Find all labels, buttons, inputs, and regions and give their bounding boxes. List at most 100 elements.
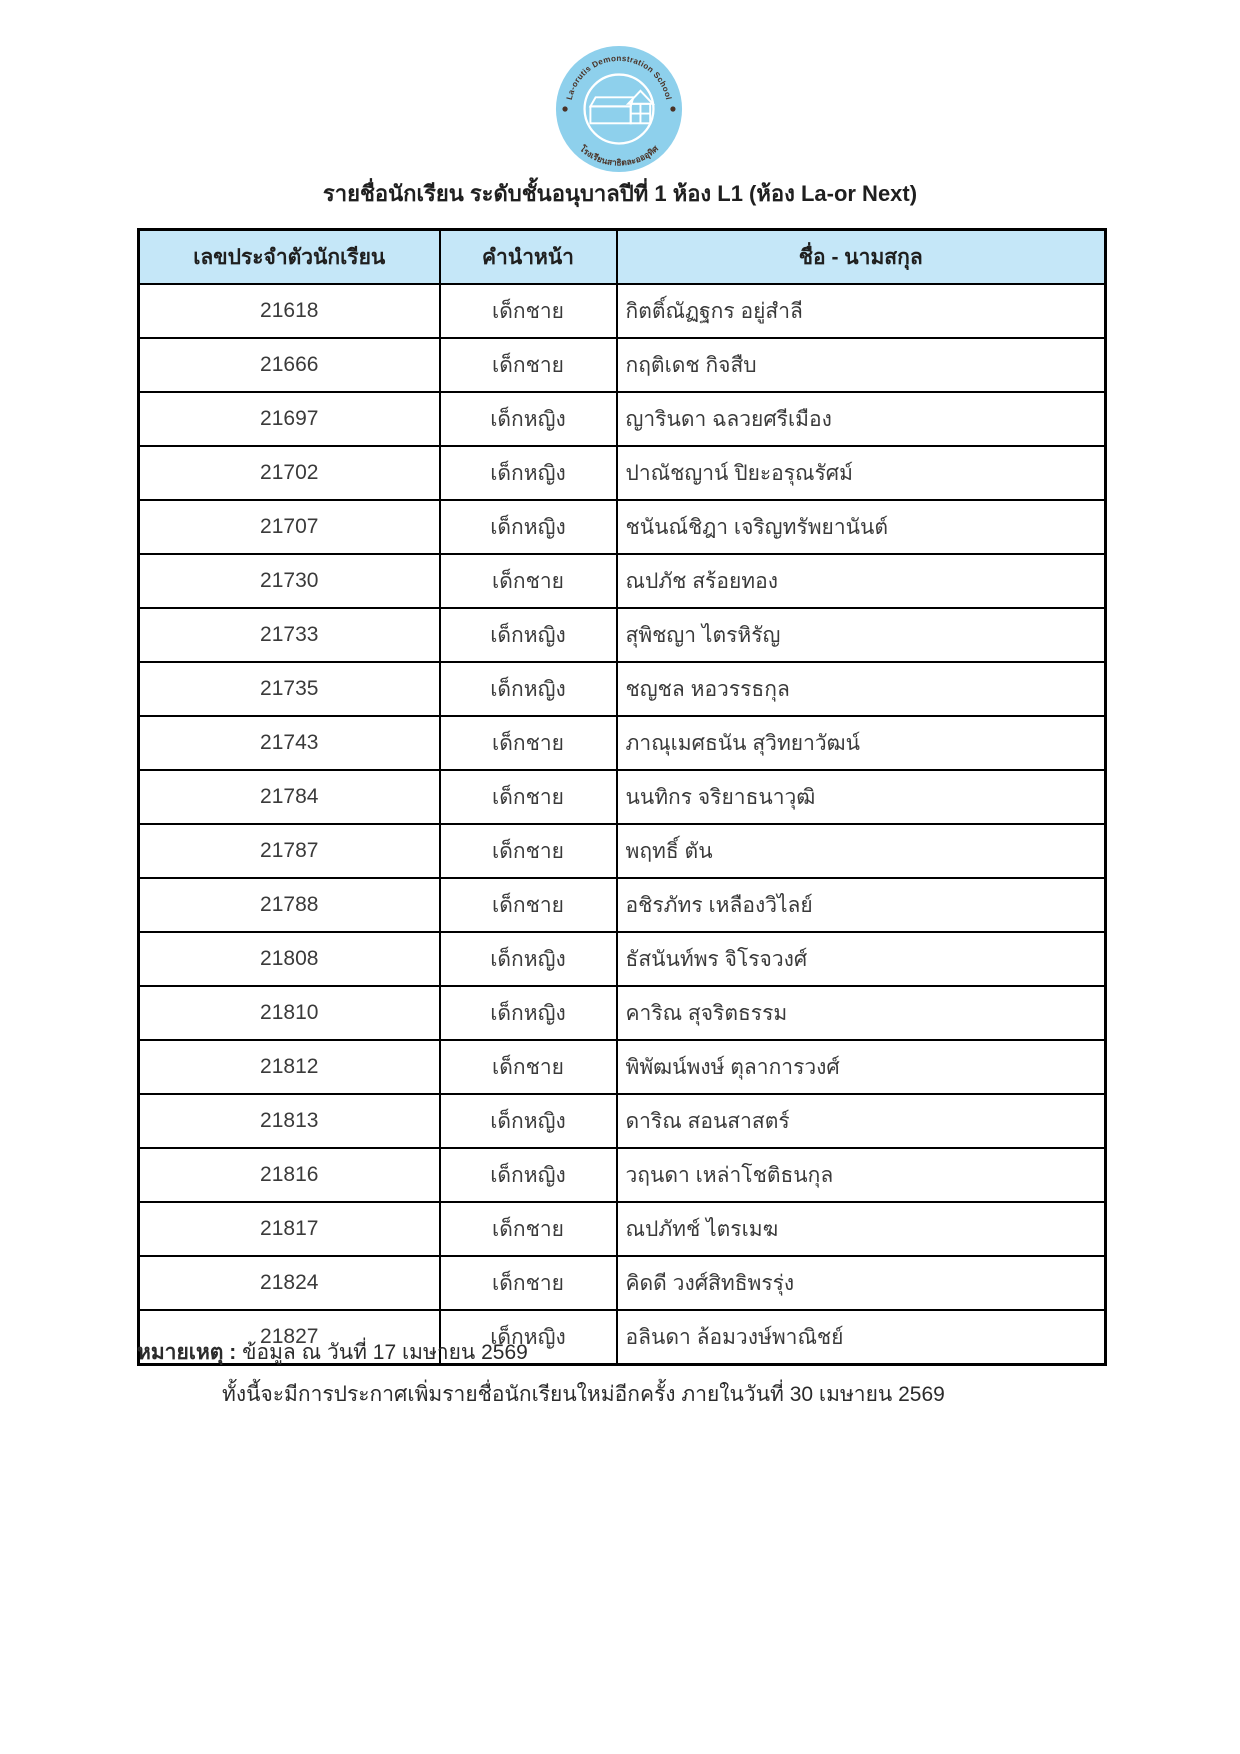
student-prefix-cell: เด็กหญิง — [438, 1093, 618, 1149]
table-row: 21812 เด็กชาย พิพัฒน์พงษ์ ตุลาการวงศ์ — [137, 1039, 1107, 1095]
student-prefix-cell: เด็กชาย — [438, 337, 618, 393]
table-row: 21733 เด็กหญิง สุพิชญา ไตรหิรัญ — [137, 607, 1107, 663]
column-header-student-id: เลขประจำตัวนักเรียน — [137, 228, 441, 285]
table-header-row: เลขประจำตัวนักเรียน คำนำหน้า ชื่อ - นามส… — [137, 228, 1107, 285]
student-name-cell: นนทิกร จริยาธนาวุฒิ — [615, 769, 1107, 825]
student-prefix-cell: เด็กหญิง — [438, 661, 618, 717]
student-prefix-cell: เด็กหญิง — [438, 1147, 618, 1203]
student-roster-table: เลขประจำตัวนักเรียน คำนำหน้า ชื่อ - นามส… — [137, 228, 1107, 1366]
student-prefix-cell: เด็กชาย — [438, 1255, 618, 1311]
logo-circle — [555, 45, 683, 173]
student-id-cell: 21735 — [137, 661, 441, 717]
footnotes: หมายเหตุ : ข้อมูล ณ วันที่ 17 เมษายน 256… — [137, 1336, 1187, 1411]
student-id-cell: 21784 — [137, 769, 441, 825]
student-id-cell: 21743 — [137, 715, 441, 771]
student-name-cell: ธัสนันท์พร จิโรจวงศ์ — [615, 931, 1107, 987]
table-row: 21816 เด็กหญิง วฤนดา เหล่าโชติธนกุล — [137, 1147, 1107, 1203]
table-row: 21788 เด็กชาย อชิรภัทร เหลืองวิไลย์ — [137, 877, 1107, 933]
student-name-cell: ญารินดา ฉลวยศรีเมือง — [615, 391, 1107, 447]
student-name-cell: กฤติเดช กิจสืบ — [615, 337, 1107, 393]
student-name-cell: ณปภัทช์ ไตรเมฆ — [615, 1201, 1107, 1257]
student-prefix-cell: เด็กชาย — [438, 1201, 618, 1257]
student-id-cell: 21697 — [137, 391, 441, 447]
table-row: 21697 เด็กหญิง ญารินดา ฉลวยศรีเมือง — [137, 391, 1107, 447]
table-row: 21808 เด็กหญิง ธัสนันท์พร จิโรจวงศ์ — [137, 931, 1107, 987]
table-row: 21735 เด็กหญิง ชญชล หอวรรธกุล — [137, 661, 1107, 717]
student-prefix-cell: เด็กชาย — [438, 715, 618, 771]
student-id-cell: 21618 — [137, 283, 441, 339]
logo-inner-ring — [583, 73, 655, 145]
student-prefix-cell: เด็กชาย — [438, 1039, 618, 1095]
table-row: 21810 เด็กหญิง คาริณ สุจริตธรรม — [137, 985, 1107, 1041]
table-row: 21730 เด็กชาย ณปภัช สร้อยทอง — [137, 553, 1107, 609]
student-name-cell: อชิรภัทร เหลืองวิไลย์ — [615, 877, 1107, 933]
student-name-cell: ชญชล หอวรรธกุล — [615, 661, 1107, 717]
student-prefix-cell: เด็กหญิง — [438, 985, 618, 1041]
student-id-cell: 21813 — [137, 1093, 441, 1149]
student-prefix-cell: เด็กหญิง — [438, 607, 618, 663]
school-building-icon — [588, 89, 656, 125]
student-prefix-cell: เด็กชาย — [438, 553, 618, 609]
student-name-cell: อลินดา ล้อมวงษ์พาณิชย์ — [615, 1309, 1107, 1366]
student-prefix-cell: เด็กชาย — [438, 877, 618, 933]
student-name-cell: วฤนดา เหล่าโชติธนกุล — [615, 1147, 1107, 1203]
student-table-body: 21618 เด็กชาย กิตติ์ณัฏฐกร อยู่สำลี 2166… — [137, 283, 1107, 1366]
student-prefix-cell: เด็กหญิง — [438, 931, 618, 987]
student-id-cell: 21787 — [137, 823, 441, 879]
student-prefix-cell: เด็กหญิง — [438, 391, 618, 447]
table-row: 21787 เด็กชาย พฤทธิ์ ตัน — [137, 823, 1107, 879]
table-row: 21827 เด็กหญิง อลินดา ล้อมวงษ์พาณิชย์ — [137, 1309, 1107, 1366]
student-name-cell: ณปภัช สร้อยทอง — [615, 553, 1107, 609]
table-row: 21707 เด็กหญิง ชนันณ์ชิฎา เจริญทรัพยานัน… — [137, 499, 1107, 555]
student-id-cell: 21816 — [137, 1147, 441, 1203]
student-name-cell: ภาณุเมศธนัน สุวิทยาวัฒน์ — [615, 715, 1107, 771]
student-name-cell: ดาริณ สอนสาสตร์ — [615, 1093, 1107, 1149]
table-row: 21824 เด็กชาย คิดดี วงศ์สิทธิพรรุ่ง — [137, 1255, 1107, 1311]
student-id-cell: 21702 — [137, 445, 441, 501]
student-prefix-cell: เด็กหญิง — [438, 499, 618, 555]
student-name-cell: ปาณัชญาน์ ปิยะอรุณรัศม์ — [615, 445, 1107, 501]
student-prefix-cell: เด็กชาย — [438, 283, 618, 339]
student-name-cell: พฤทธิ์ ตัน — [615, 823, 1107, 879]
student-id-cell: 21730 — [137, 553, 441, 609]
logo-left-dot — [562, 106, 568, 112]
table-row: 21784 เด็กชาย นนทิกร จริยาธนาวุฒิ — [137, 769, 1107, 825]
student-id-cell: 21707 — [137, 499, 441, 555]
column-header-name: ชื่อ - นามสกุล — [615, 228, 1107, 285]
student-id-cell: 21812 — [137, 1039, 441, 1095]
school-logo: La-orutis Demonstration School โรงเรียนส… — [554, 44, 684, 174]
table-row: 21813 เด็กหญิง ดาริณ สอนสาสตร์ — [137, 1093, 1107, 1149]
student-id-cell: 21733 — [137, 607, 441, 663]
note-label: หมายเหตุ : — [137, 1341, 237, 1364]
student-id-cell: 21808 — [137, 931, 441, 987]
page-title: รายชื่อนักเรียน ระดับชั้นอนุบาลปีที่ 1 ห… — [322, 181, 918, 206]
table-row: 21702 เด็กหญิง ปาณัชญาน์ ปิยะอรุณรัศม์ — [137, 445, 1107, 501]
student-name-cell: สุพิชญา ไตรหิรัญ — [615, 607, 1107, 663]
table-row: 21743 เด็กชาย ภาณุเมศธนัน สุวิทยาวัฒน์ — [137, 715, 1107, 771]
student-name-cell: คิดดี วงศ์สิทธิพรรุ่ง — [615, 1255, 1107, 1311]
column-header-prefix: คำนำหน้า — [438, 228, 618, 285]
student-id-cell: 21827 — [137, 1309, 441, 1366]
student-id-cell: 21824 — [137, 1255, 441, 1311]
student-name-cell: พิพัฒน์พงษ์ ตุลาการวงศ์ — [615, 1039, 1107, 1095]
note-data-date: ข้อมูล ณ วันที่ 17 เมษายน 2569 — [242, 1341, 528, 1364]
student-id-cell: 21810 — [137, 985, 441, 1041]
table-row: 21666 เด็กชาย กฤติเดช กิจสืบ — [137, 337, 1107, 393]
student-prefix-cell: เด็กหญิง — [438, 445, 618, 501]
student-prefix-cell: เด็กชาย — [438, 769, 618, 825]
student-name-cell: ชนันณ์ชิฎา เจริญทรัพยานันต์ — [615, 499, 1107, 555]
student-name-cell: คาริณ สุจริตธรรม — [615, 985, 1107, 1041]
student-id-cell: 21666 — [137, 337, 441, 393]
table-row: 21618 เด็กชาย กิตติ์ณัฏฐกร อยู่สำลี — [137, 283, 1107, 339]
student-prefix-cell: เด็กหญิง — [438, 1309, 618, 1366]
table-row: 21817 เด็กชาย ณปภัทช์ ไตรเมฆ — [137, 1201, 1107, 1257]
logo-right-dot — [670, 106, 676, 112]
note-line-1: หมายเหตุ : ข้อมูล ณ วันที่ 17 เมษายน 256… — [137, 1336, 1187, 1369]
note-line-2: ทั้งนี้จะมีการประกาศเพิ่มรายชื่อนักเรียน… — [222, 1383, 945, 1406]
student-prefix-cell: เด็กชาย — [438, 823, 618, 879]
school-logo-badge: La-orutis Demonstration School โรงเรียนส… — [555, 45, 683, 173]
student-id-cell: 21788 — [137, 877, 441, 933]
student-id-cell: 21817 — [137, 1201, 441, 1257]
student-name-cell: กิตติ์ณัฏฐกร อยู่สำลี — [615, 283, 1107, 339]
